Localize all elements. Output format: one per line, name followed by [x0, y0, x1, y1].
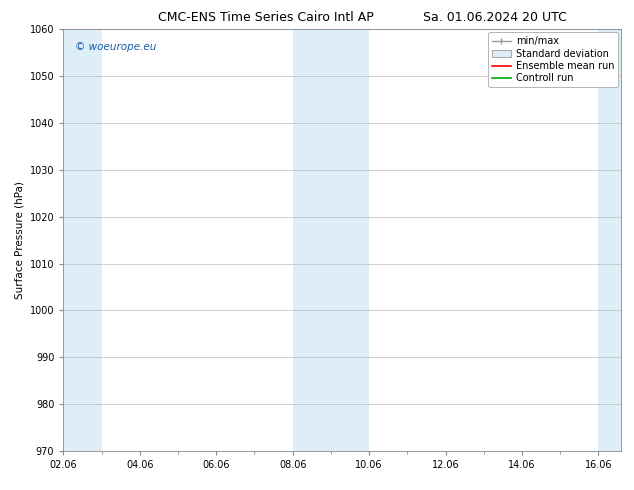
- Bar: [598, 29, 621, 451]
- Y-axis label: Surface Pressure (hPa): Surface Pressure (hPa): [14, 181, 24, 299]
- Text: CMC-ENS Time Series Cairo Intl AP: CMC-ENS Time Series Cairo Intl AP: [158, 11, 374, 24]
- Bar: [63, 29, 101, 451]
- Text: Sa. 01.06.2024 20 UTC: Sa. 01.06.2024 20 UTC: [423, 11, 566, 24]
- Bar: [293, 29, 369, 451]
- Text: © woeurope.eu: © woeurope.eu: [75, 42, 156, 52]
- Legend: min/max, Standard deviation, Ensemble mean run, Controll run: min/max, Standard deviation, Ensemble me…: [488, 32, 618, 87]
